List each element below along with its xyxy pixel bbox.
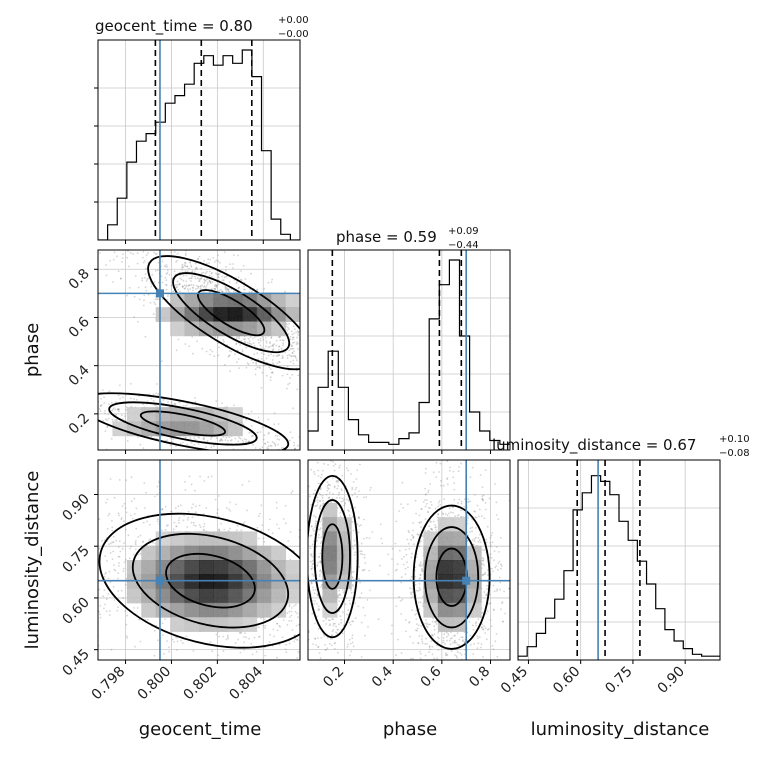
contour-level-2 — [98, 392, 290, 450]
xlabel-luminosity-distance: luminosity_distance — [531, 719, 710, 740]
density-cells — [126, 531, 300, 632]
xtick-label: 0.6 — [418, 663, 445, 690]
xtick-label: 0.75 — [602, 664, 635, 697]
xlabel-phase: phase — [383, 719, 437, 740]
xtick-label: 0.800 — [135, 664, 175, 704]
contour-level-1 — [131, 532, 290, 629]
contour-level-2 — [147, 255, 300, 371]
xtick-label: 0.4 — [369, 663, 396, 690]
xtick-label: 0.2 — [320, 664, 347, 691]
contour-level-1 — [424, 526, 480, 629]
hist-panel-luminosity_distance — [518, 460, 720, 660]
title-phase-sup: +0.09 — [448, 226, 479, 237]
contour-level-0 — [139, 410, 227, 437]
contour-level-1 — [313, 499, 351, 614]
panel-frame — [517, 459, 721, 661]
xtick-label: 0.8 — [466, 664, 493, 691]
xlabel-geocent-time: geocent_time — [139, 719, 262, 740]
ylabel-phase: phase — [22, 323, 43, 377]
xtick-label: 0.45 — [498, 664, 531, 697]
hist-step-geocent_time — [98, 49, 300, 240]
xtick-label: 0.804 — [226, 663, 266, 703]
hist-panel-phase — [308, 250, 510, 450]
xtick-label: 0.798 — [89, 664, 129, 704]
panel-frame — [307, 249, 511, 451]
ytick-label: 0.2 — [66, 410, 93, 437]
truth-marker — [155, 289, 164, 298]
xtick-label: 0.60 — [550, 664, 583, 697]
truth-marker — [462, 576, 471, 585]
ytick-label: 0.4 — [66, 362, 93, 389]
contour-level-2 — [98, 512, 300, 649]
ylabel-luminosity-distance: luminosity_distance — [22, 471, 43, 650]
title-geocent-time-sup: +0.00 — [278, 15, 309, 26]
scatter-panel-phase-vs-luminosity_distance — [308, 460, 510, 660]
title-luminosity-distance: luminosity_distance = 0.67 — [492, 436, 696, 455]
panel-frame — [97, 459, 301, 661]
title-luminosity-distance-sub: −0.08 — [719, 448, 750, 459]
contour-level-0 — [321, 523, 344, 590]
truth-marker — [155, 576, 164, 585]
title-geocent-time: geocent_time = 0.80 — [95, 17, 253, 36]
hist-step-phase — [308, 259, 510, 450]
ytick-label: 0.45 — [59, 646, 92, 679]
ytick-label: 0.6 — [66, 314, 93, 341]
contour-level-0 — [165, 553, 256, 609]
ytick-label: 0.60 — [59, 594, 92, 627]
contour-level-2 — [308, 474, 359, 639]
contour-level-1 — [108, 401, 258, 446]
panel-frame — [307, 459, 511, 661]
title-geocent-time-sub: −0.00 — [278, 29, 309, 40]
xtick-label: 0.90 — [655, 664, 688, 697]
title-luminosity-distance-sup: +0.10 — [719, 434, 750, 445]
title-phase-sub: −0.44 — [448, 240, 479, 251]
hist-panel-geocent_time — [98, 40, 300, 240]
ytick-label: 0.75 — [59, 543, 92, 576]
title-phase: phase = 0.59 — [336, 228, 437, 246]
hist-step-luminosity_distance — [518, 475, 720, 660]
scatter-panel-geocent_time-vs-phase — [98, 250, 300, 450]
panel-frame — [97, 249, 301, 451]
xtick-label: 0.802 — [181, 664, 221, 704]
panel-frame — [97, 39, 301, 241]
contour-level-2 — [412, 504, 491, 650]
scatter-panel-geocent_time-vs-luminosity_distance — [98, 460, 300, 660]
ytick-label: 0.90 — [59, 491, 92, 524]
ytick-label: 0.8 — [66, 266, 93, 293]
